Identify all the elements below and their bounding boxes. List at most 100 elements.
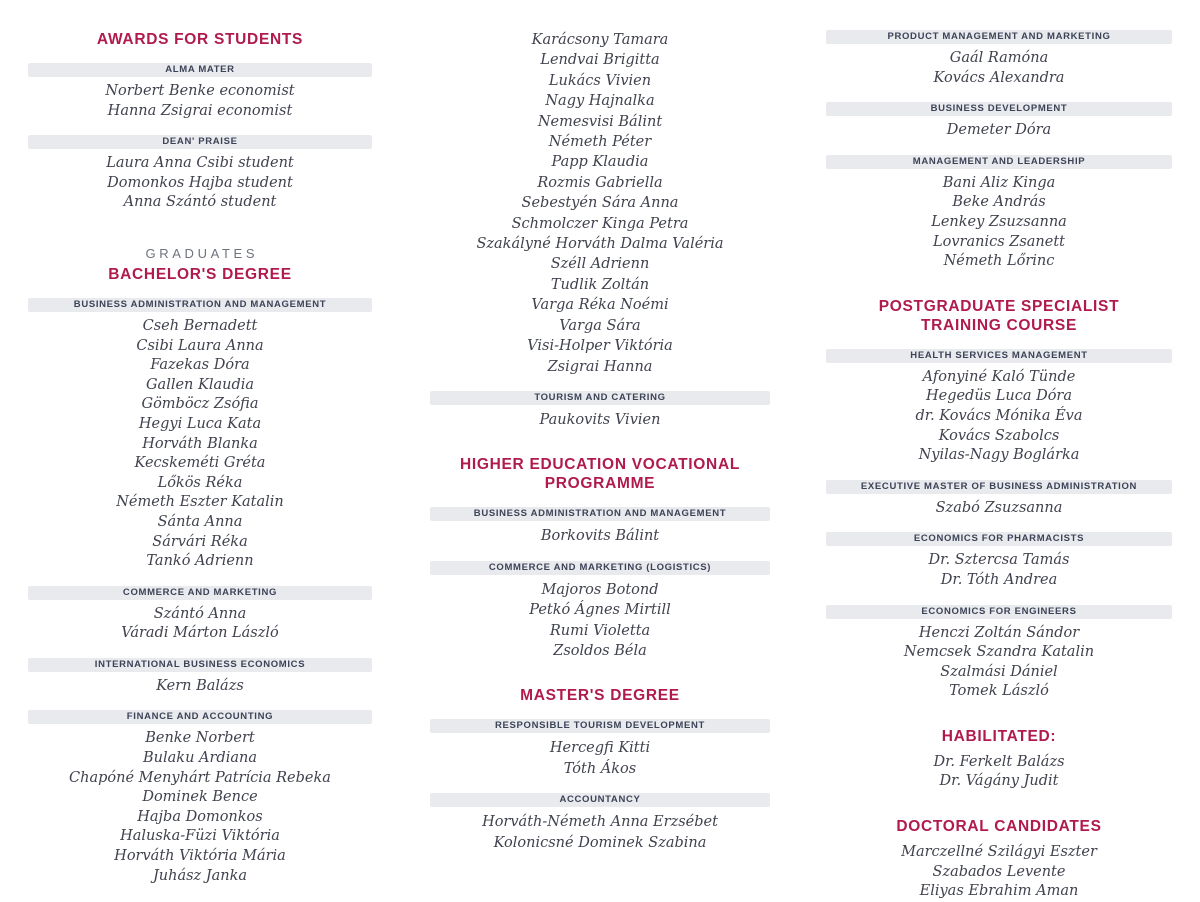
name-item: Horváth-Németh Anna Erzsébet <box>482 814 718 831</box>
category-header: COMMERCE AND MARKETING (LOGISTICS) <box>430 560 770 575</box>
name-item: Domonkos Hajba student <box>107 174 293 191</box>
section-title: AWARDS FOR STUDENTS <box>96 31 304 48</box>
name-item: Varga Sára <box>559 317 641 334</box>
category-header: DEAN' PRAISE <box>28 135 372 150</box>
name-item: Nemesvisi Bálint <box>537 113 663 130</box>
category-header: HEALTH SERVICES MANAGEMENT <box>826 348 1172 363</box>
name-item: Horváth Viktória Mária <box>114 848 286 865</box>
name-item: dr. Kovács Mónika Éva <box>915 407 1083 424</box>
name-item: Sebestyén Sára Anna <box>521 195 679 212</box>
name-item: Rumi Violetta <box>549 622 651 639</box>
name-item: Demeter Dóra <box>946 122 1052 139</box>
name-item: Kolonicsné Dominek Szabina <box>493 834 707 851</box>
name-item: Majoros Botond <box>541 581 659 598</box>
name-item: Nyilas-Nagy Boglárka <box>918 447 1080 464</box>
name-item: Benke Norbert <box>145 730 255 747</box>
name-item: Lendvai Brigitta <box>540 52 660 69</box>
name-item: Bani Aliz Kinga <box>942 174 1056 191</box>
section-title: POSTGRADUATE SPECIALIST TRAINING COURSE <box>878 297 1120 334</box>
section-title: HABILITATED: <box>941 727 1057 745</box>
name-item: Hercegfi Kitti <box>549 740 651 757</box>
name-item: Bulaku Ardiana <box>143 750 257 767</box>
name-item: Hegedüs Luca Dóra <box>925 388 1073 405</box>
name-item: Norbert Benke economist <box>105 83 295 99</box>
column-left: AWARDS FOR STUDENTS ALMA MATER Norbert Ben… <box>28 30 372 886</box>
name-item: Dr. Vágány Judit <box>939 773 1059 790</box>
name-item: Kovács Szabolcs <box>938 427 1060 444</box>
name-item: Kovács Alexandra <box>933 69 1065 86</box>
category-header: ECONOMICS FOR PHARMACISTS <box>826 532 1172 547</box>
name-item: Szalmási Dániel <box>940 663 1058 680</box>
category-header: FINANCE AND ACCOUNTING <box>28 710 372 725</box>
section-title: BACHELOR'S DEGREE <box>108 265 292 283</box>
column-middle: Karácsony Tamara Lendvai Brigitta Lukács V… <box>430 30 770 853</box>
name-item: Dr. Ferkelt Balázs <box>933 753 1065 770</box>
name-item: Visi-Holper Viktória <box>527 338 673 355</box>
name-item: Chapóné Menyhárt Patrícia Rebeka <box>69 769 331 786</box>
name-item: Dr. Tóth Andrea <box>940 571 1058 588</box>
name-item: Fazekas Dóra <box>150 357 250 374</box>
name-item: Csibi Laura Anna <box>136 337 264 354</box>
name-item: Laura Anna Csibi student <box>106 155 294 172</box>
name-item: Haluska-Füzi Viktória <box>120 828 280 845</box>
brochure-page: AWARDS FOR STUDENTS ALMA MATER Norbert Ben… <box>28 30 1172 899</box>
name-item: Gömböcz Zsófia <box>141 396 259 413</box>
name-item: Tudlik Zoltán <box>550 276 650 293</box>
name-item: Lőkös Réka <box>157 474 243 491</box>
column-right: PRODUCT MANAGEMENT AND MARKETING Gaál Ram… <box>826 30 1172 902</box>
name-item: Lovranics Zsanett <box>932 233 1065 250</box>
category-header: ECONOMICS FOR ENGINEERS <box>826 604 1172 619</box>
name-item: Marczellné Szilágyi Eszter <box>901 844 1097 861</box>
name-item: Eliyas Ebrahim Aman <box>919 883 1079 900</box>
category-header: EXECUTIVE MASTER OF BUSINESS ADMINISTRAT… <box>826 479 1172 494</box>
category-header: BUSINESS DEVELOPMENT <box>826 102 1172 117</box>
name-item: Szakályné Horváth Dalma Valéria <box>476 236 724 253</box>
name-item: Dr. Sztercsa Tamás <box>928 552 1070 569</box>
name-item: Zsigrai Hanna <box>547 358 653 375</box>
name-item: Petkó Ágnes Mirtill <box>529 602 671 619</box>
name-item: Dominek Bence <box>142 789 258 806</box>
name-item: Kern Balázs <box>156 677 244 694</box>
name-item: Szabó Zsuzsanna <box>935 499 1063 516</box>
name-item: Hajba Domonkos <box>137 808 263 825</box>
name-item: Szántó Anna <box>153 605 247 622</box>
name-item: Cseh Bernadett <box>142 317 258 334</box>
name-item: Afonyiné Kaló Tünde <box>922 368 1076 385</box>
category-header: ALMA MATER <box>28 63 372 77</box>
name-item: Lenkey Zsuzsanna <box>931 213 1067 230</box>
category-header: RESPONSIBLE TOURISM DEVELOPMENT <box>430 719 770 734</box>
name-item: Papp Klaudia <box>551 154 649 171</box>
name-item: Henczi Zoltán Sándor <box>918 624 1080 641</box>
kicker: GRADUATES <box>145 245 259 261</box>
name-item: Lukács Vivien <box>548 72 652 89</box>
name-item: Anna Szántó student <box>123 194 277 211</box>
name-item: Paukovits Vivien <box>539 411 661 428</box>
category-header: INTERNATIONAL BUSINESS ECONOMICS <box>28 657 372 672</box>
name-item: Karácsony Tamara <box>531 32 669 48</box>
name-item: Juhász Janka <box>152 867 248 884</box>
name-item: Tomek László <box>949 683 1049 700</box>
category-header: COMMERCE AND MARKETING <box>28 585 372 600</box>
name-item: Nagy Hajnalka <box>545 93 655 110</box>
name-item: Hegyi Luca Kata <box>138 415 262 432</box>
name-item: Váradi Márton László <box>121 625 279 642</box>
section-title: MASTER'S DEGREE <box>520 687 680 705</box>
name-item: Horváth Blanka <box>142 435 258 452</box>
name-item: Tankó Adrienn <box>146 553 254 570</box>
category-header: MANAGEMENT AND LEADERSHIP <box>826 154 1172 169</box>
name-item: Sárvári Réka <box>152 533 248 550</box>
name-item: Tóth Ákos <box>563 760 637 777</box>
name-item: Hanna Zsigrai economist <box>107 102 293 119</box>
category-header: BUSINESS ADMINISTRATION AND MANAGEMENT <box>28 297 372 312</box>
category-header: BUSINESS ADMINISTRATION AND MANAGEMENT <box>430 507 770 522</box>
name-item: Kecskeméti Gréta <box>134 455 266 472</box>
name-item: Németh Eszter Katalin <box>116 494 284 511</box>
category-header: ACCOUNTANCY <box>430 793 770 808</box>
category-header: PRODUCT MANAGEMENT AND MARKETING <box>826 30 1172 44</box>
section-title: HIGHER EDUCATION VOCATIONAL PROGRAMME <box>459 456 741 493</box>
name-item: Schmolczer Kinga Petra <box>511 215 689 232</box>
name-item: Beke András <box>952 194 1046 211</box>
name-item: Németh Péter <box>548 134 652 151</box>
name-item: Nemcsek Szandra Katalin <box>903 644 1095 661</box>
name-item: Széll Adrienn <box>550 256 650 273</box>
